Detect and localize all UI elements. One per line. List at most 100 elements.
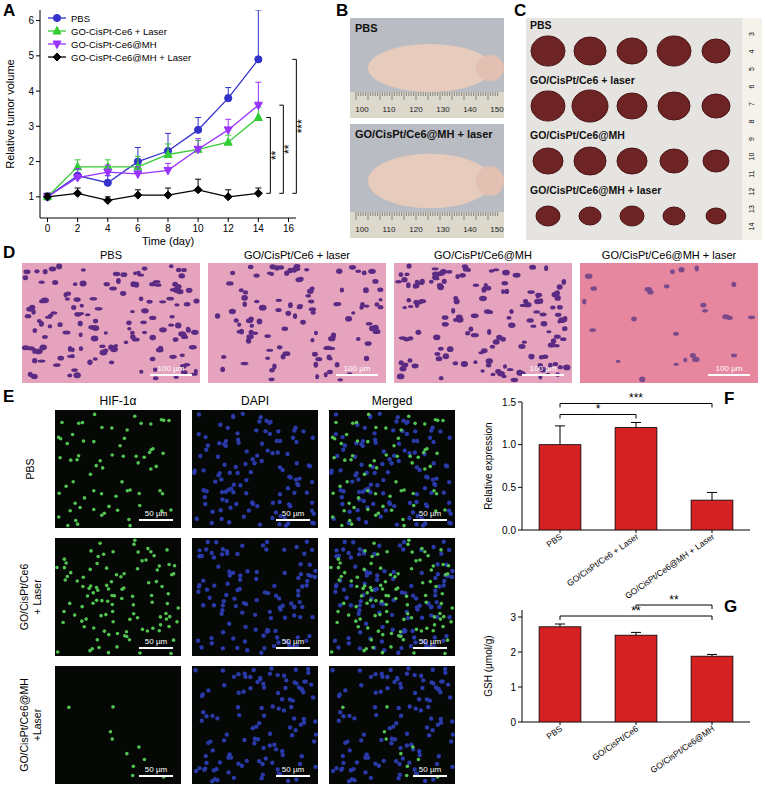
- hif-signal: [107, 505, 111, 509]
- hif-signal: [65, 575, 69, 579]
- ruler-tick: [380, 212, 381, 220]
- dapi-signal: [252, 741, 256, 745]
- hif-signal: [133, 414, 137, 418]
- ruler-tick: [452, 92, 453, 100]
- hif-signal: [82, 439, 86, 443]
- dapi-signal: [405, 732, 409, 736]
- nucleus: [406, 298, 411, 302]
- dapi-signal: [381, 491, 385, 495]
- nucleus: [480, 369, 484, 372]
- nucleus: [215, 313, 220, 318]
- hif-signal: [151, 447, 155, 451]
- tumor: [702, 39, 730, 63]
- dapi-signal: [397, 762, 401, 766]
- nucleus: [127, 327, 131, 330]
- dapi-signal: [343, 540, 347, 544]
- nucleus: [67, 355, 75, 358]
- hif-signal: [354, 619, 358, 623]
- dapi-signal: [373, 762, 377, 766]
- dapi-signal: [270, 451, 274, 455]
- nucleus: [673, 332, 679, 336]
- dapi-signal: [307, 634, 311, 638]
- nucleus: [259, 305, 267, 311]
- nucleus: [368, 269, 376, 274]
- hif-signal: [103, 511, 107, 515]
- y-tick-label: 6: [28, 15, 34, 26]
- dapi-signal: [300, 605, 304, 609]
- x-tick-label: GO/CisPt/Ce6@MH: [648, 723, 716, 775]
- nucleus: [455, 274, 460, 279]
- dapi-signal: [210, 510, 214, 514]
- dapi-signal: [442, 539, 446, 543]
- ruler-label: 120: [409, 225, 423, 234]
- nucleus: [254, 300, 260, 303]
- nucleus: [32, 358, 37, 363]
- dapi-signal: [431, 668, 435, 672]
- nucleus: [87, 360, 92, 366]
- nucleus: [673, 363, 679, 366]
- dapi-signal: [222, 599, 226, 603]
- dapi-signal: [419, 674, 423, 678]
- tumor: [617, 93, 647, 119]
- data-point: [104, 169, 112, 177]
- hif-signal: [151, 626, 155, 630]
- image-background: [208, 263, 386, 383]
- nucleus: [443, 353, 449, 359]
- hif-signal: [98, 459, 102, 463]
- hif-signal: [96, 638, 100, 642]
- dapi-signal: [374, 691, 378, 695]
- x-tick: [288, 218, 289, 222]
- tumor: [617, 38, 647, 64]
- nucleus: [100, 350, 108, 356]
- dapi-signal: [294, 545, 298, 549]
- series-line: [48, 118, 259, 197]
- ruler-tick: [454, 212, 455, 216]
- dapi-signal: [346, 636, 350, 640]
- dapi-signal: [342, 587, 346, 591]
- bar: [539, 445, 581, 530]
- hif-signal: [383, 730, 387, 734]
- hif-signal: [355, 421, 359, 425]
- hif-signal: [434, 585, 438, 589]
- hif-signal: [432, 564, 436, 568]
- nucleus: [523, 299, 528, 304]
- dapi-signal: [216, 564, 220, 568]
- dapi-signal: [204, 714, 208, 718]
- dapi-signal: [413, 429, 417, 433]
- nucleus: [139, 296, 144, 301]
- dapi-signal: [194, 769, 198, 773]
- dapi-signal: [349, 583, 353, 587]
- ruler-tick: [370, 212, 371, 216]
- nucleus: [149, 316, 156, 320]
- dapi-signal: [195, 516, 199, 520]
- dapi-signal: [226, 770, 230, 774]
- dapi-signal: [221, 668, 225, 672]
- dapi-signal: [390, 613, 394, 617]
- hif-signal: [433, 615, 437, 619]
- dapi-signal: [413, 450, 417, 454]
- dapi-signal: [293, 728, 297, 732]
- legend-label: GO-CisPt-Ce6@MH + Laser: [71, 52, 191, 63]
- x-tick-label: 2: [75, 223, 81, 234]
- hif-signal: [133, 539, 137, 543]
- dapi-signal: [295, 482, 299, 486]
- dapi-signal: [198, 454, 202, 458]
- dapi-signal: [285, 452, 289, 456]
- hif-signal: [370, 638, 374, 642]
- hif-signal: [356, 625, 360, 629]
- dapi-signal: [220, 552, 224, 556]
- nucleus: [293, 313, 297, 319]
- nucleus: [520, 304, 527, 307]
- dapi-signal: [236, 438, 240, 442]
- hif-signal: [379, 566, 383, 570]
- dapi-signal: [357, 608, 361, 612]
- dapi-signal: [313, 719, 317, 723]
- dapi-signal: [352, 778, 356, 782]
- nucleus: [153, 280, 161, 283]
- dapi-signal: [437, 605, 441, 609]
- photo-background: [350, 124, 504, 238]
- ruler-tick: [358, 92, 359, 96]
- ruler-tick: [406, 92, 407, 96]
- image-background: [329, 410, 455, 528]
- nucleus: [585, 274, 593, 279]
